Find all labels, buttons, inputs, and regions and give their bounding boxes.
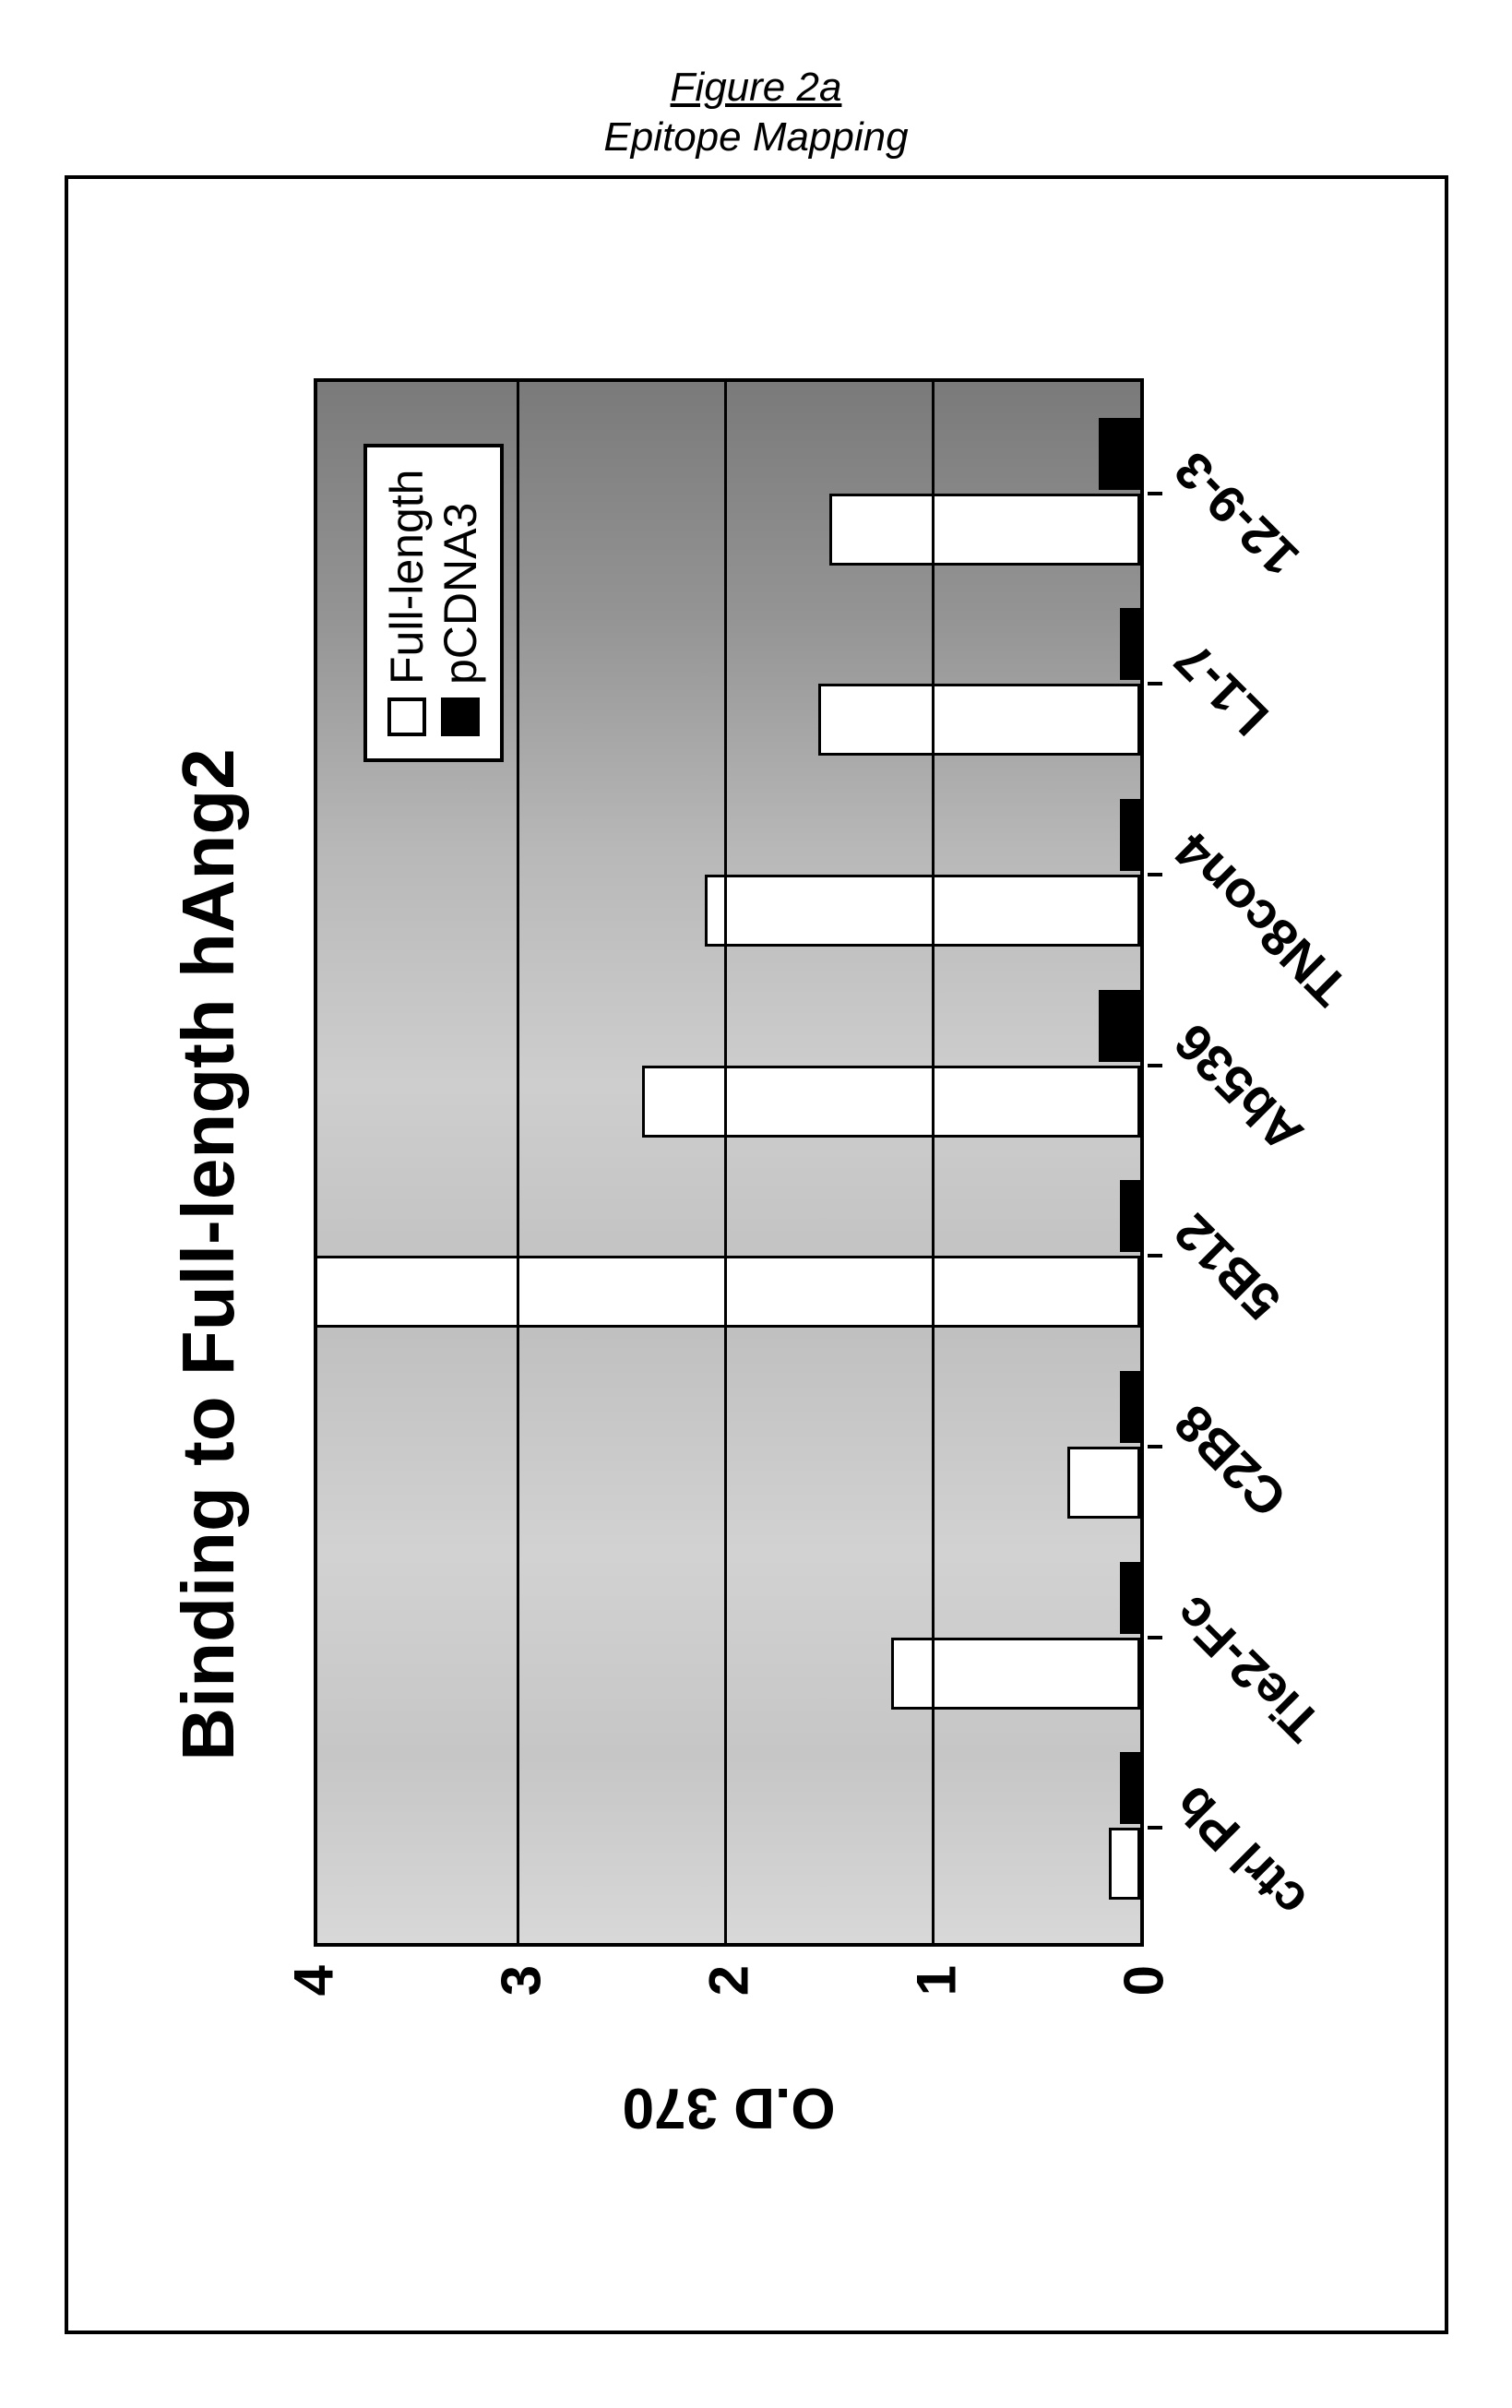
x-category-label: L1-7 bbox=[1162, 630, 1280, 747]
x-category-label: ctrl Pb bbox=[1162, 1774, 1318, 1930]
y-tick-label: 2 bbox=[697, 1965, 761, 1996]
x-category-label: 5B12 bbox=[1162, 1202, 1292, 1332]
x-category-label: Tie2-Fc bbox=[1162, 1584, 1332, 1754]
legend-label: pCDNA3 bbox=[434, 503, 487, 685]
bar-pcdna bbox=[1120, 1180, 1141, 1252]
bar-full bbox=[829, 494, 1141, 566]
bar-pcdna bbox=[1099, 418, 1140, 490]
bar-full bbox=[314, 1256, 1140, 1328]
legend-swatch bbox=[387, 697, 426, 736]
gridline bbox=[724, 382, 727, 1943]
x-category-label: 12-9-3 bbox=[1162, 440, 1310, 588]
bar-pcdna bbox=[1120, 799, 1141, 871]
bar-pcdna bbox=[1120, 1752, 1141, 1824]
bar-full bbox=[642, 1066, 1140, 1138]
legend-label: Full-length bbox=[380, 470, 434, 685]
legend-item: Full-length bbox=[380, 470, 434, 736]
bar-pcdna bbox=[1099, 990, 1140, 1062]
y-tick-label: 3 bbox=[490, 1965, 554, 1996]
chart-rotator: Binding to Full-length hAng2 O.D 370 012… bbox=[138, 286, 1375, 2223]
plot-area: Full-lengthpCDNA3 bbox=[314, 378, 1144, 1947]
gridline bbox=[932, 382, 935, 1943]
y-axis: 01234 bbox=[314, 1956, 1144, 2030]
bar-pcdna bbox=[1120, 1371, 1141, 1443]
chart-landscape: Binding to Full-length hAng2 O.D 370 012… bbox=[138, 286, 1375, 2223]
gridline bbox=[517, 382, 519, 1943]
x-category-label: Ab536 bbox=[1162, 1012, 1315, 1164]
x-axis-labels: ctrl Pb Tie2-Fc C2B8 5B12 Ab536TN8con4 L1-7 12… bbox=[1153, 378, 1393, 1947]
page: Figure 2a Epitope Mapping Binding to Ful… bbox=[0, 0, 1512, 2408]
figure-subtitle: Epitope Mapping bbox=[0, 114, 1512, 161]
y-tick-label: 4 bbox=[282, 1965, 346, 1996]
bar-full bbox=[891, 1638, 1140, 1710]
bar-pcdna bbox=[1120, 1562, 1141, 1634]
x-category-label: C2B8 bbox=[1162, 1393, 1298, 1529]
y-tick-label: 1 bbox=[905, 1965, 969, 1996]
legend: Full-lengthpCDNA3 bbox=[363, 444, 504, 762]
y-axis-title: O.D 370 bbox=[314, 2057, 1144, 2140]
bar-pcdna bbox=[1120, 608, 1141, 680]
y-tick-label: 0 bbox=[1113, 1965, 1176, 1996]
figure-heading: Figure 2a Epitope Mapping bbox=[0, 65, 1512, 161]
bar-full bbox=[1067, 1447, 1140, 1519]
bar-full bbox=[818, 684, 1140, 756]
figure-label: Figure 2a bbox=[0, 65, 1512, 111]
chart-title: Binding to Full-length hAng2 bbox=[166, 286, 251, 2223]
bar-full bbox=[705, 875, 1141, 947]
legend-swatch bbox=[441, 697, 480, 736]
bar-full bbox=[1109, 1828, 1140, 1900]
legend-item: pCDNA3 bbox=[434, 470, 487, 736]
x-category-label: TN8con4 bbox=[1162, 821, 1359, 1018]
